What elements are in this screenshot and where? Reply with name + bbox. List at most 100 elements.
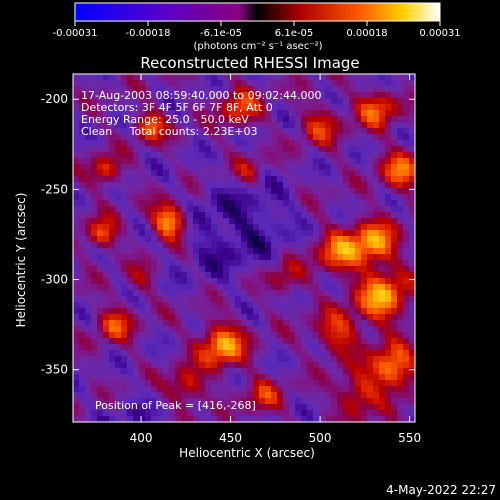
heatmap-cell xyxy=(151,290,158,297)
heatmap-cell xyxy=(73,194,80,201)
heatmap-cell xyxy=(331,134,338,141)
heatmap-cell xyxy=(205,80,212,87)
heatmap-cell xyxy=(193,410,200,417)
heatmap-cell xyxy=(163,320,170,327)
heatmap-cell xyxy=(223,362,230,369)
heatmap-cell xyxy=(343,338,350,345)
heatmap-cell xyxy=(115,140,122,147)
heatmap-cell xyxy=(229,392,236,399)
heatmap-cell xyxy=(271,296,278,303)
heatmap-cell xyxy=(259,170,266,177)
heatmap-cell xyxy=(397,242,404,249)
heatmap-cell xyxy=(313,176,320,183)
heatmap-cell xyxy=(199,260,206,267)
heatmap-cell xyxy=(337,284,344,291)
heatmap-cell xyxy=(229,290,236,297)
heatmap-cell xyxy=(313,392,320,399)
heatmap-cell xyxy=(241,128,248,135)
heatmap-cell xyxy=(139,338,146,345)
heatmap-cell xyxy=(163,128,170,135)
heatmap-cell xyxy=(361,98,368,105)
heatmap-cell xyxy=(91,170,98,177)
heatmap-cell xyxy=(175,284,182,291)
heatmap-cell xyxy=(145,290,152,297)
heatmap-cell xyxy=(235,74,242,81)
heatmap-cell xyxy=(211,404,218,411)
heatmap-cell xyxy=(211,374,218,381)
heatmap-cell xyxy=(73,392,80,399)
heatmap-cell xyxy=(331,326,338,333)
heatmap-cell xyxy=(265,356,272,363)
heatmap-cell xyxy=(151,392,158,399)
heatmap-cell xyxy=(355,242,362,249)
heatmap-cell xyxy=(295,344,302,351)
heatmap-cell xyxy=(319,350,326,357)
heatmap-cell xyxy=(229,92,236,99)
heatmap-cell xyxy=(85,278,92,285)
heatmap-cell xyxy=(229,260,236,267)
heatmap-cell xyxy=(331,398,338,405)
heatmap-cell xyxy=(271,146,278,153)
heatmap-cell xyxy=(103,200,110,207)
heatmap-cell xyxy=(277,122,284,129)
heatmap-cell xyxy=(247,362,254,369)
heatmap-cell xyxy=(283,104,290,111)
heatmap-cell xyxy=(163,236,170,243)
heatmap-cell xyxy=(271,86,278,93)
heatmap-cell xyxy=(403,116,410,123)
heatmap-cell xyxy=(217,116,224,123)
heatmap-cell xyxy=(193,194,200,201)
heatmap-cell xyxy=(133,110,140,117)
heatmap-cell xyxy=(133,374,140,381)
heatmap-cell xyxy=(241,86,248,93)
heatmap-cell xyxy=(385,140,392,147)
heatmap-cell xyxy=(241,362,248,369)
heatmap-cell xyxy=(229,320,236,327)
heatmap-cell xyxy=(313,374,320,381)
heatmap-cell xyxy=(91,188,98,195)
heatmap-cell xyxy=(313,296,320,303)
heatmap-cell xyxy=(247,212,254,219)
heatmap-cell xyxy=(277,170,284,177)
heatmap-cell xyxy=(265,392,272,399)
heatmap-cell xyxy=(337,302,344,309)
heatmap-cell xyxy=(373,248,380,255)
heatmap-cell xyxy=(85,122,92,129)
heatmap-cell xyxy=(91,110,98,117)
heatmap-cell xyxy=(211,98,218,105)
heatmap-cell xyxy=(151,404,158,411)
heatmap-cell xyxy=(283,164,290,171)
heatmap-cell xyxy=(157,212,164,219)
heatmap-cell xyxy=(277,86,284,93)
heatmap-cell xyxy=(259,398,266,405)
heatmap-cell xyxy=(265,380,272,387)
heatmap-cell xyxy=(145,308,152,315)
heatmap-cell xyxy=(313,320,320,327)
heatmap-cell xyxy=(265,386,272,393)
heatmap-cell xyxy=(139,272,146,279)
heatmap-cell xyxy=(343,116,350,123)
heatmap-cell xyxy=(235,272,242,279)
heatmap-cell xyxy=(277,398,284,405)
heatmap-cell xyxy=(331,158,338,165)
heatmap-cell xyxy=(313,80,320,87)
heatmap-cell xyxy=(79,176,86,183)
heatmap-cell xyxy=(97,92,104,99)
heatmap-cell xyxy=(127,194,134,201)
heatmap-cell xyxy=(331,272,338,279)
heatmap-cell xyxy=(223,104,230,111)
heatmap-cell xyxy=(319,230,326,237)
heatmap-cell xyxy=(133,290,140,297)
heatmap-cell xyxy=(121,248,128,255)
heatmap-cell xyxy=(259,380,266,387)
heatmap-cell xyxy=(253,392,260,399)
heatmap-cell xyxy=(187,218,194,225)
heatmap-cell xyxy=(259,212,266,219)
heatmap-cell xyxy=(343,302,350,309)
heatmap-cell xyxy=(265,188,272,195)
heatmap-cell xyxy=(277,242,284,249)
heatmap-cell xyxy=(181,158,188,165)
heatmap-cell xyxy=(265,416,272,423)
heatmap-cell xyxy=(127,278,134,285)
heatmap-cell xyxy=(283,74,290,81)
